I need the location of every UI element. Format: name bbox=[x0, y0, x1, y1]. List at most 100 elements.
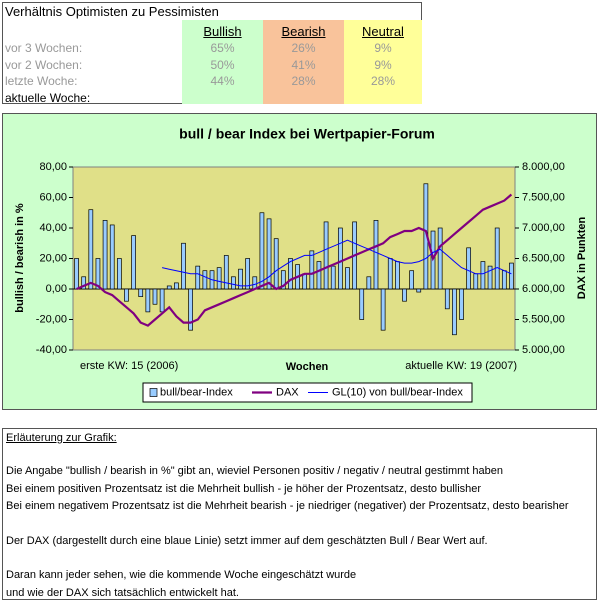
bar bbox=[259, 212, 265, 290]
table-title: Verhältnis Optimisten zu Pessimisten bbox=[5, 4, 219, 19]
y-tick-label: 80,00 bbox=[39, 161, 67, 173]
y2-tick-label: 5.000,00 bbox=[522, 344, 565, 356]
column-header: Neutral bbox=[362, 24, 404, 39]
bar bbox=[330, 265, 336, 290]
y2-axis-label: DAX in Punkten bbox=[576, 216, 588, 299]
legend-label: GL(10) von bull/bear-Index bbox=[332, 386, 463, 398]
bar bbox=[452, 288, 457, 336]
bar bbox=[323, 221, 329, 290]
y2-tick-label: 5.500,00 bbox=[522, 313, 565, 325]
bar bbox=[487, 265, 493, 290]
bar bbox=[280, 270, 286, 290]
bar bbox=[223, 255, 229, 290]
bar bbox=[409, 270, 414, 290]
bar bbox=[473, 273, 479, 290]
column-header: Bearish bbox=[281, 24, 326, 39]
bar bbox=[166, 285, 172, 290]
table-value: 65% bbox=[210, 41, 235, 55]
chart: bull / bear Index bei Wertpapier-Forum b… bbox=[2, 113, 597, 410]
bar bbox=[266, 218, 272, 290]
note-line: Daran kann jeder sehen, wie die kommende… bbox=[6, 569, 357, 581]
bar bbox=[416, 288, 422, 293]
bar bbox=[437, 227, 443, 290]
bar bbox=[174, 282, 179, 290]
legend-label: bull/bear-Index bbox=[160, 386, 233, 398]
bar bbox=[387, 258, 393, 290]
table-value: 28% bbox=[370, 74, 396, 88]
note-line: Bei einem negativem Prozentsatz ist die … bbox=[6, 500, 569, 512]
table-value: 50% bbox=[210, 57, 235, 72]
column-bg bbox=[182, 20, 263, 104]
annotation: erste KW: 15 (2006) bbox=[80, 360, 178, 372]
line bbox=[161, 239, 512, 287]
bar bbox=[95, 258, 101, 290]
bar bbox=[81, 276, 87, 290]
table-value: 28% bbox=[291, 74, 316, 88]
row-label: vor 3 Wochen: bbox=[5, 41, 83, 55]
legend-label: DAX bbox=[276, 386, 299, 398]
column-header: Bullish bbox=[203, 24, 242, 39]
table-value: 41% bbox=[291, 57, 316, 72]
table-value: 44% bbox=[210, 74, 235, 88]
bar bbox=[273, 238, 279, 290]
legend-swatch bbox=[149, 388, 158, 397]
row-label: aktuelle Woche: bbox=[5, 90, 91, 105]
note-line: Der DAX (dargestellt durch eine blaue Li… bbox=[6, 534, 488, 547]
bar bbox=[202, 270, 208, 290]
bar bbox=[131, 235, 136, 290]
bar bbox=[302, 273, 308, 290]
line bbox=[76, 193, 513, 327]
notes-heading: Erläuterung zur Grafik: bbox=[6, 432, 117, 444]
y2-tick-label: 6.000,00 bbox=[522, 283, 565, 295]
bar bbox=[402, 288, 407, 302]
y-tick-label: -20,00 bbox=[36, 313, 67, 325]
bar bbox=[238, 268, 243, 290]
bar bbox=[216, 267, 222, 290]
bar bbox=[138, 288, 144, 297]
bar bbox=[345, 267, 350, 290]
notes: Erläuterung zur Grafik: Die Angabe "bull… bbox=[2, 428, 597, 600]
column-bg bbox=[344, 20, 422, 104]
annotation: aktuelle KW: 19 (2007) bbox=[405, 360, 517, 372]
bar bbox=[459, 288, 464, 320]
bar bbox=[124, 288, 129, 302]
bar bbox=[88, 209, 94, 290]
y-tick-label: 0,00 bbox=[46, 283, 67, 295]
row-label: vor 2 Wochen: bbox=[5, 57, 83, 72]
y-tick-label: 60,00 bbox=[39, 191, 67, 203]
column-bg bbox=[263, 20, 344, 104]
bar bbox=[252, 276, 258, 290]
bar bbox=[359, 288, 365, 320]
bar bbox=[181, 242, 186, 290]
bar bbox=[195, 265, 201, 290]
bar bbox=[366, 276, 372, 290]
bar bbox=[337, 227, 343, 290]
bar bbox=[109, 224, 115, 290]
y-tick-label: 20,00 bbox=[39, 252, 67, 264]
y-axis-label: bullish / bearish in % bbox=[14, 203, 26, 313]
bar bbox=[373, 220, 379, 290]
bar bbox=[466, 247, 472, 290]
bar bbox=[395, 261, 400, 290]
table-value: 9% bbox=[374, 57, 392, 72]
note-line: Die Angabe "bullish / bearish in %" gibt… bbox=[6, 465, 503, 477]
y2-tick-label: 6.500,00 bbox=[522, 252, 565, 264]
y2-tick-label: 8.000,00 bbox=[522, 161, 565, 173]
bar bbox=[501, 270, 507, 290]
y-tick-label: -40,00 bbox=[36, 344, 67, 356]
note-line: Bei einem positiven Prozentsatz ist die … bbox=[6, 482, 482, 495]
x-axis-label: Wochen bbox=[286, 361, 329, 373]
bar bbox=[288, 258, 293, 290]
bar bbox=[444, 288, 450, 310]
bar bbox=[116, 258, 122, 290]
bar bbox=[102, 220, 108, 290]
bar bbox=[188, 288, 193, 331]
bar bbox=[309, 250, 315, 290]
bar bbox=[74, 258, 79, 290]
legend-box bbox=[142, 382, 473, 403]
bar bbox=[494, 227, 500, 290]
bar bbox=[231, 276, 236, 290]
table-value: 9% bbox=[374, 41, 392, 55]
bar bbox=[316, 261, 322, 290]
